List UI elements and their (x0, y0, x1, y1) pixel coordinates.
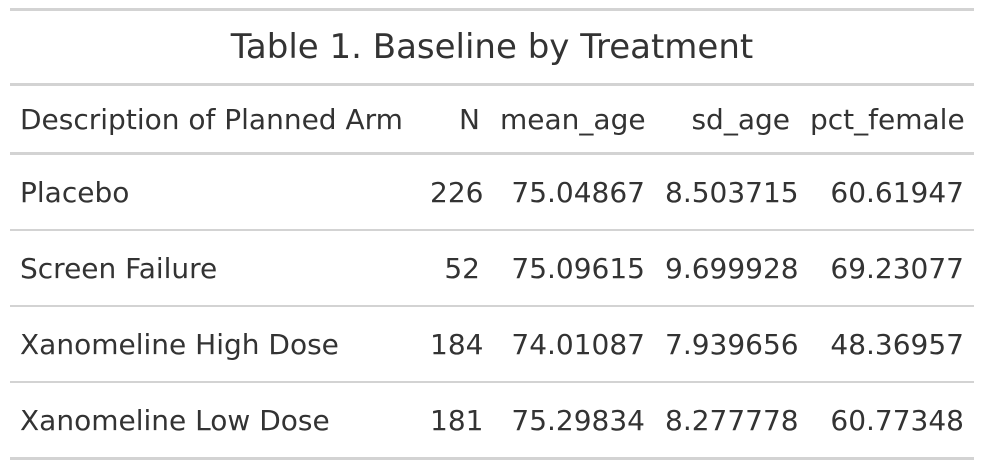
cell-sd-age: 8.277778 (655, 382, 800, 460)
column-header-pct-female: pct_female (800, 84, 974, 155)
cell-pct-female: 48.36957 (800, 306, 974, 383)
table-row: Placebo 226 75.04867 8.503715 60.61947 (10, 153, 974, 231)
baseline-table: Table 1. Baseline by Treatment Descripti… (10, 8, 974, 460)
table-title: Table 1. Baseline by Treatment (10, 11, 974, 86)
cell-sd-age: 8.503715 (655, 153, 800, 231)
cell-arm: Placebo (10, 153, 420, 231)
cell-pct-female: 69.23077 (800, 230, 974, 307)
column-header-sd-age: sd_age (655, 84, 800, 155)
column-header-n: N (420, 84, 490, 155)
cell-arm: Xanomeline High Dose (10, 306, 420, 383)
cell-mean-age: 74.01087 (490, 306, 655, 383)
cell-arm: Xanomeline Low Dose (10, 382, 420, 460)
cell-pct-female: 60.77348 (800, 382, 974, 460)
cell-mean-age: 75.09615 (490, 230, 655, 307)
cell-arm: Screen Failure (10, 230, 420, 307)
table-container: Table 1. Baseline by Treatment Descripti… (10, 8, 974, 460)
cell-mean-age: 75.29834 (490, 382, 655, 460)
table-row: Screen Failure 52 75.09615 9.699928 69.2… (10, 230, 974, 307)
column-header-mean-age: mean_age (490, 84, 655, 155)
column-header-arm: Description of Planned Arm (10, 84, 420, 155)
cell-n: 181 (420, 382, 490, 460)
cell-n: 52 (420, 230, 490, 307)
cell-sd-age: 9.699928 (655, 230, 800, 307)
cell-pct-female: 60.61947 (800, 153, 974, 231)
cell-mean-age: 75.04867 (490, 153, 655, 231)
cell-n: 184 (420, 306, 490, 383)
cell-n: 226 (420, 153, 490, 231)
header-row: Description of Planned Arm N mean_age sd… (10, 84, 974, 155)
cell-sd-age: 7.939656 (655, 306, 800, 383)
table-row: Xanomeline Low Dose 181 75.29834 8.27777… (10, 382, 974, 460)
table-row: Xanomeline High Dose 184 74.01087 7.9396… (10, 306, 974, 383)
